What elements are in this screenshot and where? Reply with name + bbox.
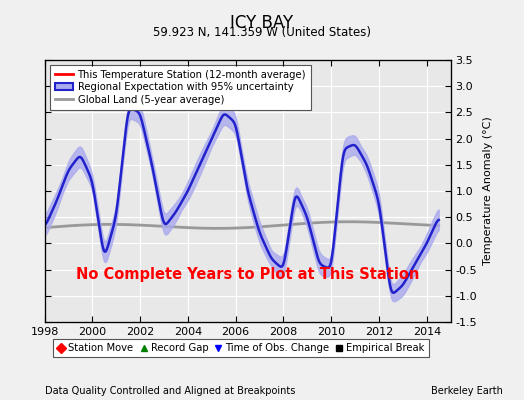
Text: 59.923 N, 141.359 W (United States): 59.923 N, 141.359 W (United States) — [153, 26, 371, 39]
Text: No Complete Years to Plot at This Station: No Complete Years to Plot at This Statio… — [76, 267, 419, 282]
Text: Berkeley Earth: Berkeley Earth — [431, 386, 503, 396]
Text: Data Quality Controlled and Aligned at Breakpoints: Data Quality Controlled and Aligned at B… — [45, 386, 295, 396]
Y-axis label: Temperature Anomaly (°C): Temperature Anomaly (°C) — [483, 117, 493, 265]
Legend: This Temperature Station (12-month average), Regional Expectation with 95% uncer: This Temperature Station (12-month avera… — [50, 65, 311, 110]
Legend: Station Move, Record Gap, Time of Obs. Change, Empirical Break: Station Move, Record Gap, Time of Obs. C… — [53, 339, 429, 357]
Text: ICY BAY: ICY BAY — [231, 14, 293, 32]
